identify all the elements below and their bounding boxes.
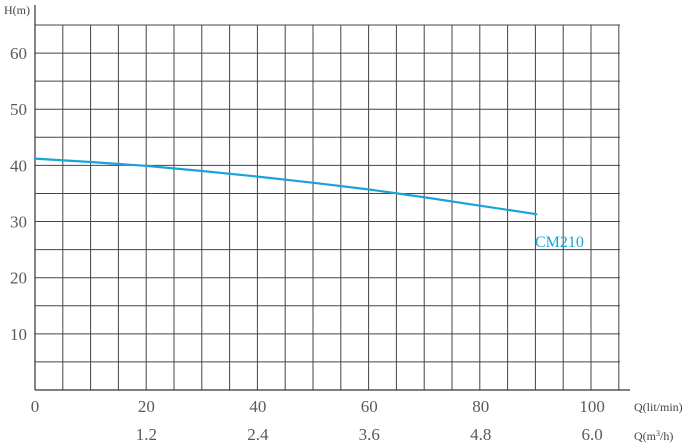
x-tick-labels-secondary: 1.2 2.4 3.6 4.8 6.0 — [136, 425, 603, 444]
series-line-CM210 — [33, 157, 538, 216]
x-tick-label-primary: 0 — [31, 397, 40, 416]
y-tick-label: 60 — [10, 44, 27, 63]
y-tick-labels: 10 20 30 40 50 60 — [10, 44, 27, 344]
x-tick-label-secondary: 2.4 — [247, 425, 269, 444]
y-tick-label: 50 — [10, 100, 27, 119]
x-tick-labels-primary: 0 20 40 60 80 100 — [31, 397, 605, 416]
axes — [34, 5, 630, 391]
y-tick-label: 10 — [10, 325, 27, 344]
x-tick-label-primary: 40 — [249, 397, 266, 416]
series-group — [33, 157, 538, 216]
series-label: CM210 — [535, 234, 584, 251]
x-tick-label-secondary: 1.2 — [136, 425, 157, 444]
x-tick-label-secondary: 4.8 — [470, 425, 491, 444]
y-tick-label: 40 — [10, 156, 27, 175]
grid — [35, 24, 620, 390]
x-tick-label-primary: 60 — [361, 397, 378, 416]
x-axis-title-secondary: Q(m3/h) — [634, 429, 673, 444]
y-tick-label: 20 — [10, 269, 27, 288]
x-tick-label-secondary: 6.0 — [582, 425, 603, 444]
y-axis-title: H(m) — [4, 3, 30, 17]
x-tick-label-primary: 100 — [579, 397, 605, 416]
y-tick-label: 30 — [10, 213, 27, 232]
x-tick-label-secondary: 3.6 — [359, 425, 380, 444]
x-tick-label-primary: 80 — [472, 397, 489, 416]
x-axis-title-primary: Q(lit/min) — [634, 400, 683, 414]
x-tick-label-primary: 20 — [138, 397, 155, 416]
